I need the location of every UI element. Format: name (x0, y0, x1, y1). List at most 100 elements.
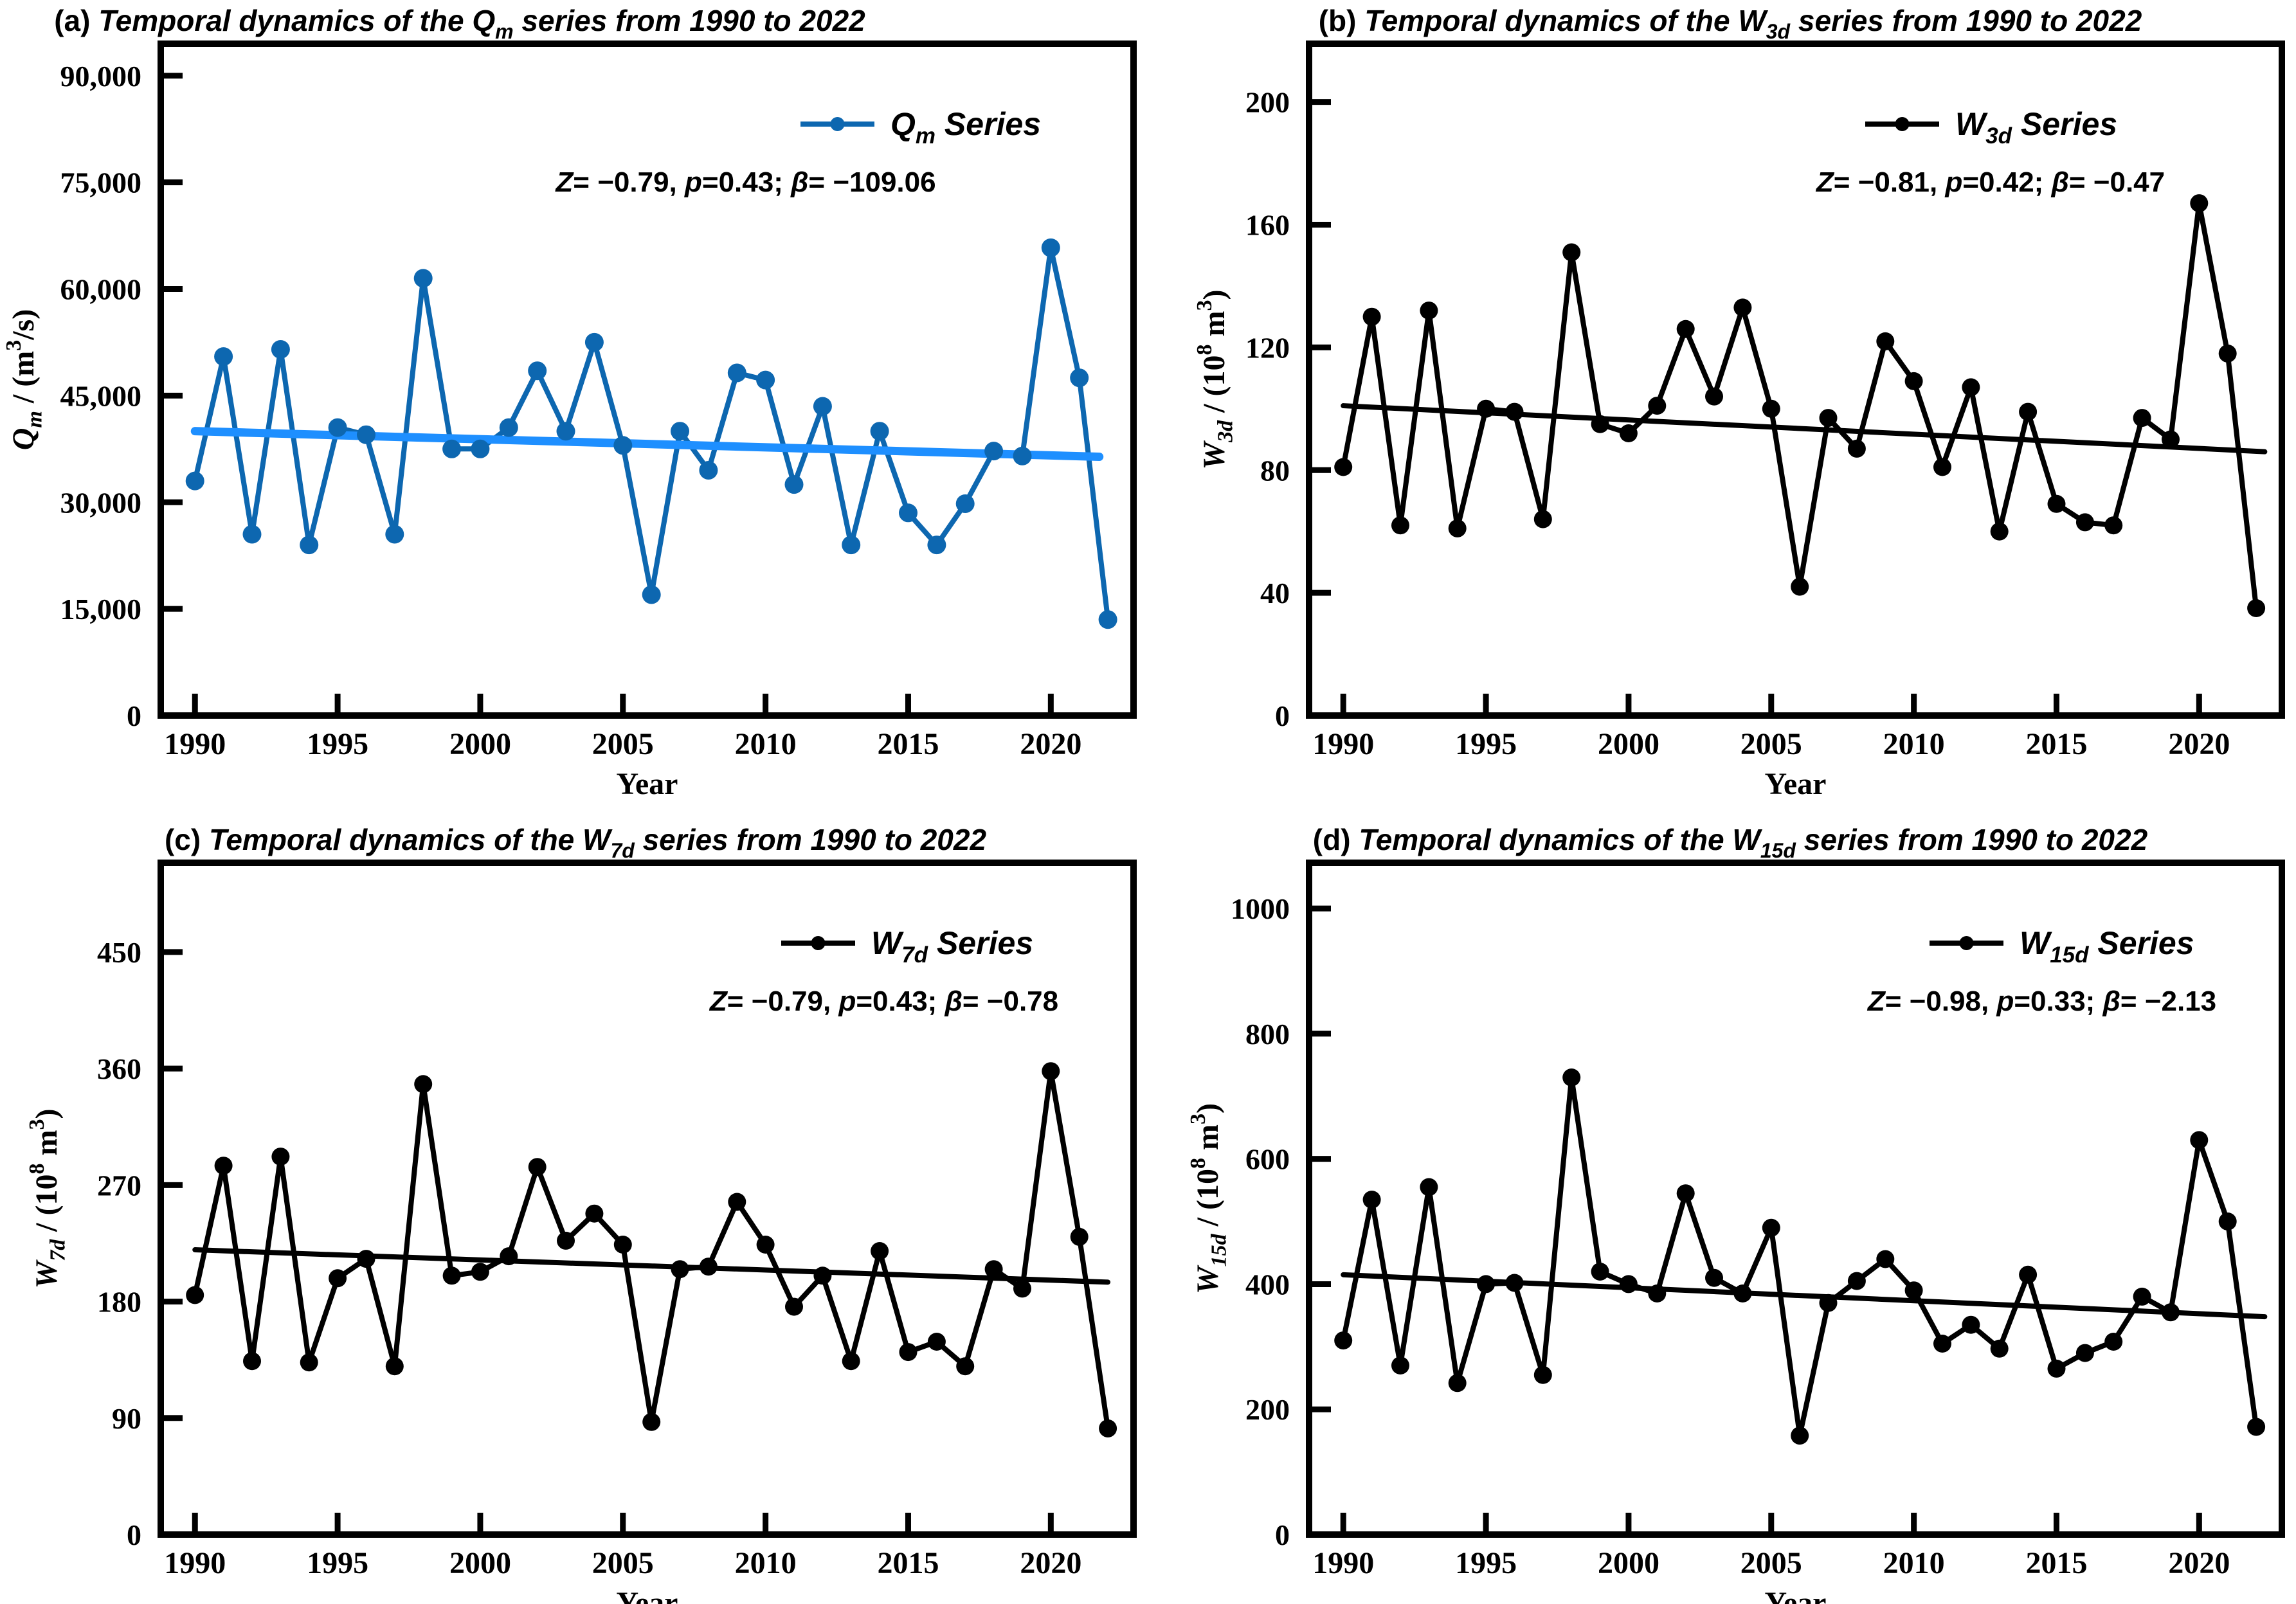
data-point (2019, 402, 2038, 421)
x-axis-label: Year (617, 1586, 678, 1604)
plot-frame (1306, 41, 2285, 719)
y-axis-label: W3d / (108 m3) (1193, 290, 1238, 470)
data-point (1099, 1419, 1117, 1437)
data-point (271, 1148, 290, 1166)
data-point (2133, 409, 2151, 428)
x-tick-label: 2005 (1740, 1546, 1802, 1580)
data-point (1334, 1331, 1353, 1350)
y-tick-label: 800 (1245, 1018, 1290, 1050)
x-tick-label: 2000 (1598, 1546, 1659, 1580)
data-point (2218, 1212, 2237, 1230)
x-tick-label: 2015 (877, 727, 939, 761)
panel-c-chart: 0 90 180 270 360 450 1990 1995 2000 2005 2010 2015 2… (25, 823, 1137, 1604)
data-point (842, 536, 861, 555)
data-point (1619, 1275, 1638, 1293)
data-point (1505, 402, 1524, 421)
y-tick-label: 0 (127, 699, 141, 732)
data-point (2247, 599, 2266, 617)
data-point (442, 439, 462, 458)
data-point (1876, 1250, 1895, 1268)
data-point (2075, 513, 2094, 532)
x-tick-label: 2000 (449, 1546, 511, 1580)
data-point (329, 1269, 347, 1288)
y-axis-label: W15d / (108 m3) (1186, 1103, 1231, 1294)
data-point (243, 1352, 261, 1371)
y-tick-label: 1000 (1231, 892, 1290, 925)
x-tick-label: 2020 (2168, 1546, 2230, 1580)
data-point (1904, 372, 1923, 390)
x-axis-label: Year (1765, 767, 1827, 801)
trend-line (192, 1247, 1111, 1285)
legend-marker (1895, 117, 1910, 131)
x-tick-label: 2000 (449, 727, 511, 761)
y-tick-label: 200 (1245, 1393, 1290, 1426)
data-point (813, 1266, 832, 1285)
data-point (271, 340, 290, 359)
y-tick-label: 0 (1275, 1518, 1290, 1551)
trend-line (190, 427, 1104, 461)
panel-a-chart: 0 15,000 30,000 45,000 60,000 75,000 90,000 199… (2, 4, 1137, 801)
y-axis-label: W7d / (108 m3) (25, 1109, 70, 1289)
data-point (300, 536, 319, 555)
data-point (471, 1263, 489, 1281)
data-point (2104, 1333, 2123, 1351)
x-tick-label: 2005 (592, 727, 654, 761)
plot-frame (158, 860, 1137, 1538)
x-tick-label: 2010 (735, 1546, 797, 1580)
data-point (214, 1157, 233, 1175)
data-point (2218, 344, 2237, 363)
y-tick-label: 120 (1245, 331, 1290, 364)
data-point (671, 1260, 689, 1279)
data-point (1591, 415, 1609, 433)
data-point (1334, 458, 1353, 476)
data-point (1533, 1365, 1552, 1384)
legend-marker (811, 936, 826, 950)
data-point (1705, 387, 1723, 406)
data-point (642, 1412, 661, 1431)
x-tick-label: 1995 (1455, 727, 1517, 761)
data-point (1676, 1184, 1695, 1203)
x-tick-label: 1990 (1312, 1546, 1374, 1580)
x-tick-label: 2015 (2025, 727, 2087, 761)
data-point (1933, 458, 1951, 476)
data-point (2133, 1287, 2151, 1306)
data-point (699, 461, 718, 480)
plot-frame (1306, 860, 2285, 1538)
x-tick-label: 1990 (164, 1546, 226, 1580)
data-point (300, 1353, 318, 1372)
data-point (2190, 194, 2209, 213)
x-tick-label: 2020 (1020, 727, 1081, 761)
data-point (870, 422, 889, 441)
stats-annotation: Z= −0.81, p=0.42; β= −0.47 (1815, 167, 2165, 198)
data-point (1791, 1427, 1809, 1445)
y-tick-label: 90,000 (60, 60, 142, 93)
trend-line (1341, 1272, 2268, 1320)
data-point (242, 525, 262, 544)
data-point (2047, 494, 2066, 513)
data-point (414, 1075, 433, 1094)
data-point (1420, 1178, 1438, 1196)
data-point (1990, 1339, 2009, 1358)
data-point (1070, 1227, 1089, 1246)
data-point (357, 1250, 375, 1268)
data-point (585, 1204, 604, 1223)
data-point (984, 1260, 1003, 1279)
panel-title: (d) Temporal dynamics of the W15d series… (1313, 823, 2148, 862)
series-line (192, 1068, 1111, 1429)
y-tick-label: 0 (1275, 699, 1290, 732)
x-tick-label: 2020 (1020, 1546, 1081, 1580)
data-point (871, 1242, 889, 1260)
x-tick-label: 2005 (592, 1546, 654, 1580)
legend-label: W3d Series (1955, 106, 2117, 149)
data-point (727, 363, 746, 383)
data-point (1847, 439, 1866, 458)
data-point (1962, 1315, 1980, 1334)
data-point (442, 1266, 461, 1285)
data-point (842, 1352, 860, 1371)
data-point (785, 1297, 803, 1316)
x-axis-label: Year (1765, 1586, 1827, 1604)
data-point (1904, 1281, 1923, 1300)
data-point (185, 471, 204, 491)
y-tick-label: 75,000 (60, 167, 142, 199)
data-point (357, 425, 375, 444)
